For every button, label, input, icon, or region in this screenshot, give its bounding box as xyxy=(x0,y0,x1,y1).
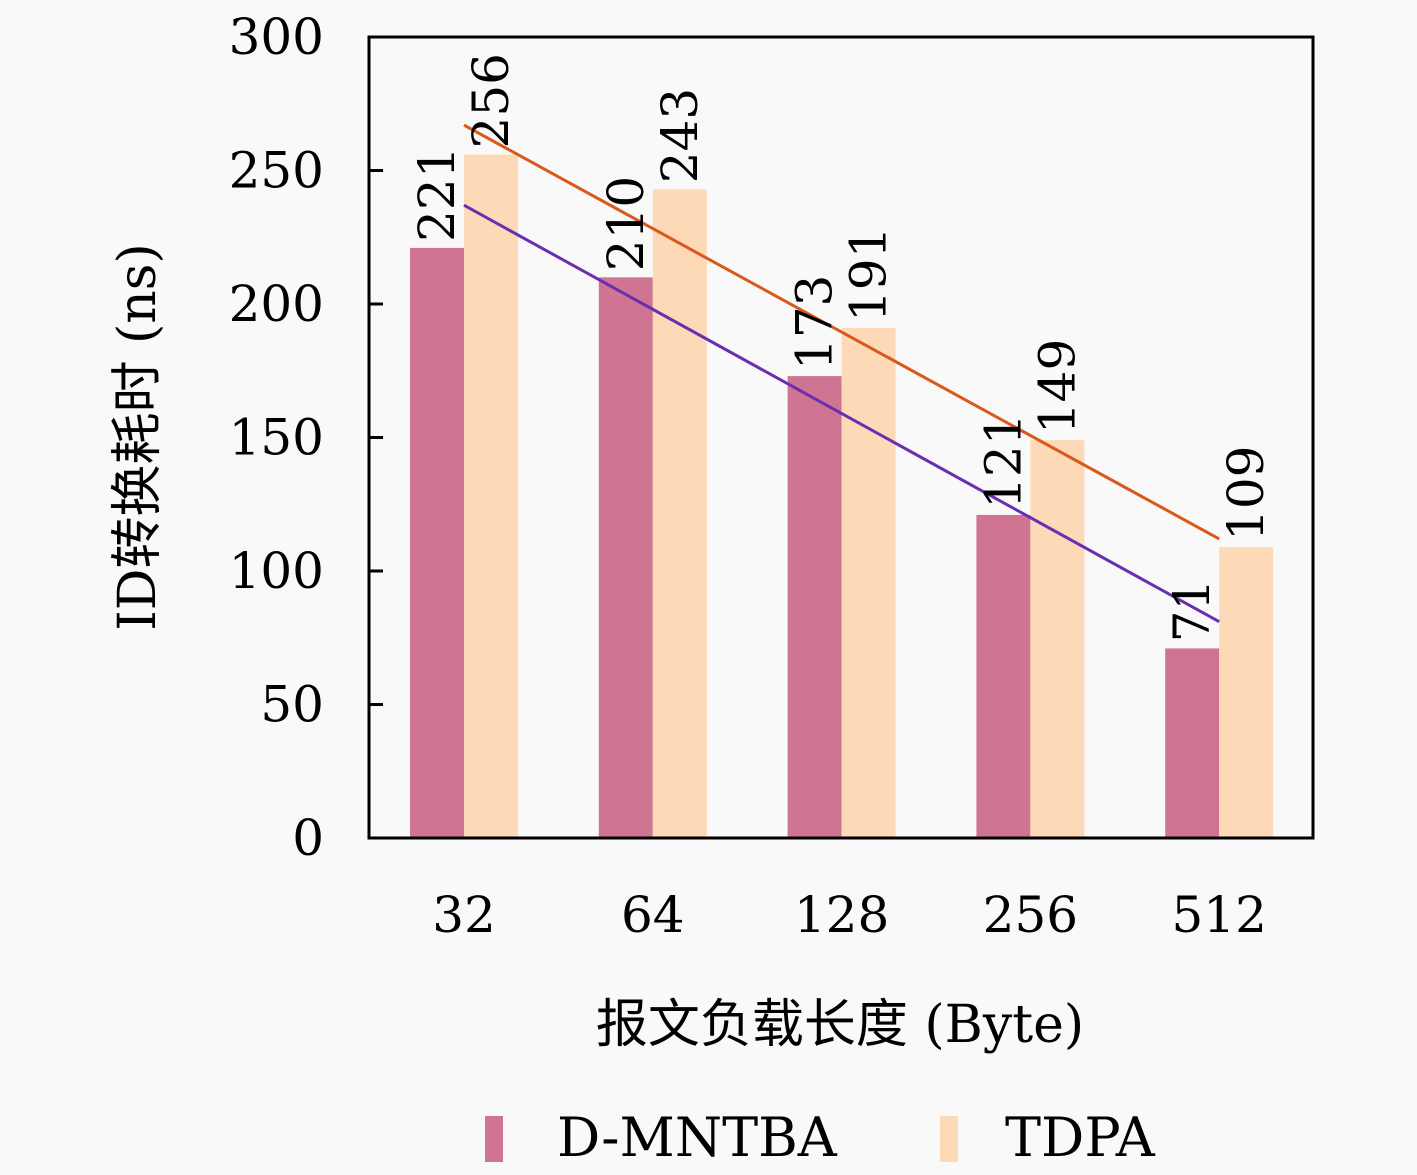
data-label: 243 xyxy=(651,88,709,183)
legend: D-MNTBA TDPA xyxy=(485,1106,1156,1169)
legend-swatch-d-mntba xyxy=(485,1116,503,1162)
y-tick-label: 100 xyxy=(229,542,324,600)
bar-tdpa-512 xyxy=(1219,546,1274,838)
trend-line-tdpa xyxy=(463,123,1220,541)
data-label: 109 xyxy=(1217,446,1275,541)
data-label: 221 xyxy=(408,146,466,241)
bar-tdpa-128 xyxy=(841,328,896,838)
y-tick-label: 150 xyxy=(229,409,324,467)
legend-swatch-tdpa xyxy=(940,1116,958,1162)
legend-label-d-mntba: D-MNTBA xyxy=(557,1106,838,1169)
x-axis-title: 报文负载长度 (Byte) xyxy=(596,995,1084,1055)
bar-tdpa-32 xyxy=(464,154,518,839)
data-label: 173 xyxy=(786,275,844,370)
y-tick-label: 200 xyxy=(229,275,324,333)
data-labels-layer: 221 210 173 121 71 256 243 191 149 109 xyxy=(408,53,1275,642)
data-label: 149 xyxy=(1028,339,1086,434)
data-label: 256 xyxy=(462,53,520,148)
bar-tdpa-64 xyxy=(652,189,707,838)
x-tick-label: 128 xyxy=(794,886,889,944)
y-tick-label: 300 xyxy=(229,8,324,66)
trend-lines-layer xyxy=(463,123,1220,624)
bar-d-mntba-128 xyxy=(787,376,842,838)
bar-d-mntba-256 xyxy=(976,514,1031,838)
bar-d-mntba-64 xyxy=(598,277,653,838)
x-tick-label: 512 xyxy=(1171,886,1266,944)
x-tick-label: 256 xyxy=(983,886,1078,944)
trend-line-d-mntba xyxy=(463,203,1220,624)
x-tick-label: 64 xyxy=(621,886,685,944)
y-tick-label: 250 xyxy=(229,142,324,200)
data-label: 210 xyxy=(597,176,655,271)
legend-label-tdpa: TDPA xyxy=(1005,1106,1156,1169)
y-axis-title: ID转换耗时 (ns) xyxy=(108,243,168,631)
y-tick-label: 0 xyxy=(292,809,324,867)
data-label: 121 xyxy=(974,413,1032,508)
y-tick-label: 50 xyxy=(260,676,324,734)
bars-layer xyxy=(410,154,1274,839)
data-label: 71 xyxy=(1163,579,1221,643)
x-axis: 32 64 128 256 512 xyxy=(432,886,1267,944)
y-axis: 0 50 100 150 200 250 300 xyxy=(229,8,383,867)
bar-d-mntba-32 xyxy=(410,247,464,838)
bar-d-mntba-512 xyxy=(1165,648,1220,838)
bar-tdpa-256 xyxy=(1030,440,1085,838)
x-tick-label: 32 xyxy=(432,886,496,944)
data-label: 191 xyxy=(840,227,898,322)
